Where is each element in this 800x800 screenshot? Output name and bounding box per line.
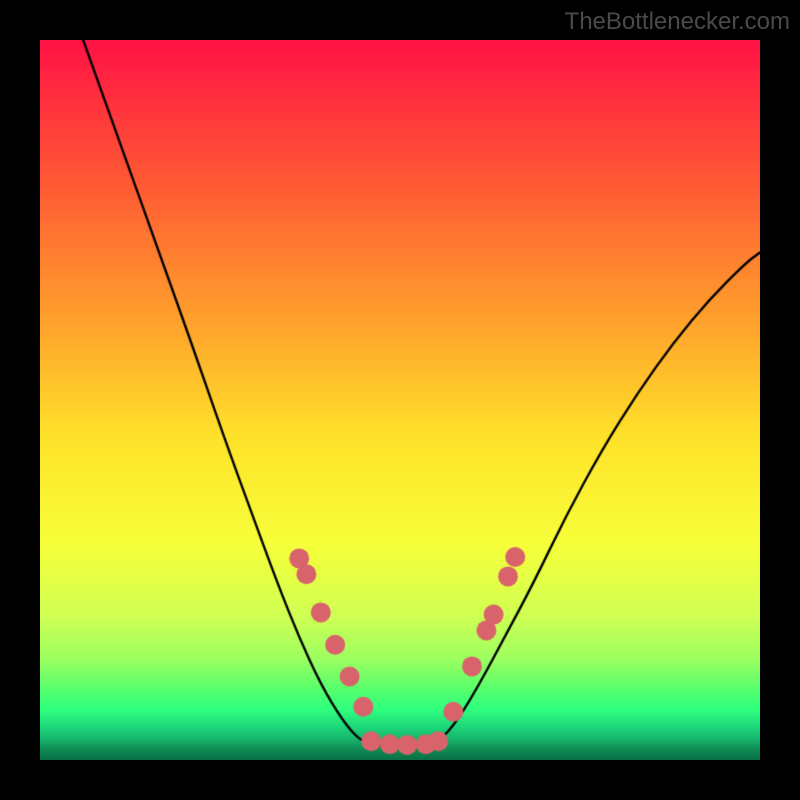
chart-stage: TheBottlenecker.com — [0, 0, 800, 800]
curve-layer — [40, 40, 760, 760]
watermark-text: TheBottlenecker.com — [565, 8, 790, 36]
